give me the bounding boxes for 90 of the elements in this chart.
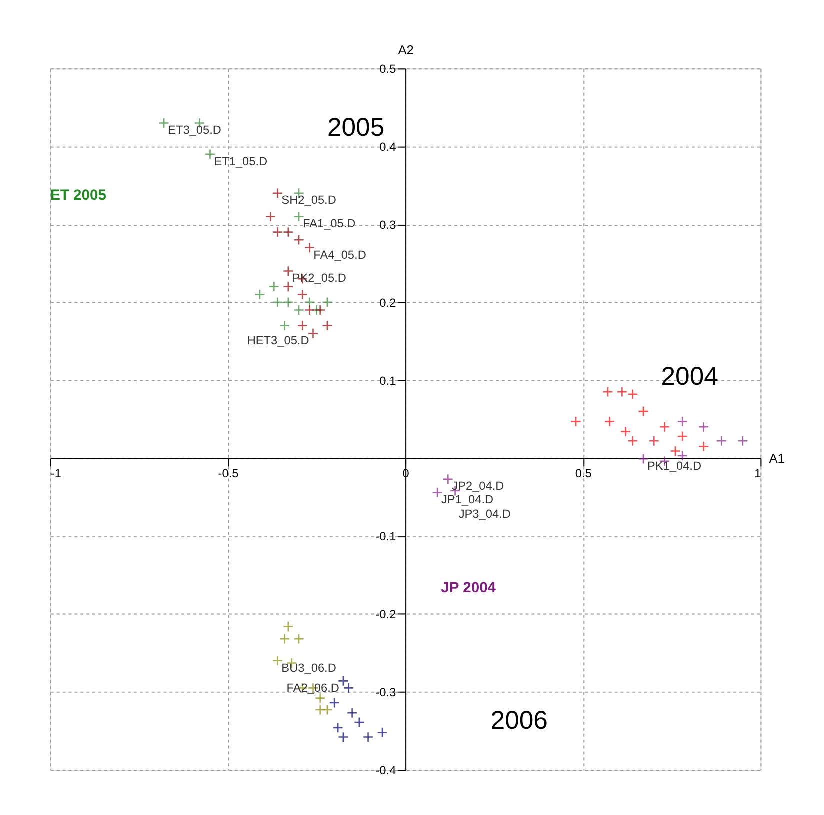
point [377, 727, 388, 738]
point [158, 118, 170, 129]
annotation: 2004 [661, 363, 718, 392]
point [698, 422, 710, 432]
point [272, 226, 284, 238]
point [294, 634, 304, 644]
point [602, 386, 614, 398]
point [283, 621, 294, 632]
point [677, 416, 688, 428]
point [338, 732, 349, 743]
point [294, 234, 304, 246]
point [272, 297, 284, 308]
point [322, 704, 333, 716]
point [297, 320, 308, 332]
y-tick-label: 0.2 [380, 296, 396, 310]
y-tick-label: -0.1 [376, 530, 397, 544]
annotation: ET 2005 [50, 188, 107, 204]
point [204, 149, 216, 160]
point [272, 656, 284, 666]
annotation: ET1_05.D [214, 154, 268, 168]
point [322, 297, 333, 308]
annotation: ET3_05.D [168, 123, 222, 138]
x-tick-label: -1 [50, 466, 62, 481]
annotation: PK1_04.D [647, 458, 702, 473]
point [322, 320, 333, 332]
point [283, 226, 294, 238]
point [442, 474, 454, 485]
point [628, 436, 638, 446]
point [628, 389, 638, 400]
point [283, 282, 294, 292]
point [308, 328, 319, 339]
y-tick-label: 0.5 [380, 62, 397, 76]
point [279, 634, 290, 644]
point [283, 297, 294, 308]
point [677, 450, 688, 462]
point [604, 416, 616, 428]
y-tick-label: 0.4 [380, 140, 397, 154]
point [272, 188, 284, 199]
y-tick-label: -0.2 [376, 608, 396, 622]
point [570, 416, 582, 428]
point [283, 266, 294, 277]
point [738, 436, 748, 446]
annotation: JP1_04.D [441, 492, 494, 506]
point [254, 289, 266, 300]
annotation: JP2_04.D [452, 479, 504, 494]
point [329, 698, 340, 708]
x-tick-label: 1 [754, 466, 762, 481]
annotation: HET3_05.D [247, 334, 310, 348]
x-tick-label: 0.5 [575, 466, 592, 481]
point [716, 436, 727, 446]
point [432, 487, 443, 498]
point [297, 289, 308, 300]
point [698, 441, 710, 452]
point [315, 304, 326, 316]
point [346, 708, 358, 718]
point [670, 446, 681, 457]
point [332, 722, 344, 734]
annotation: 2005 [327, 114, 385, 142]
y-tick-label: -0.3 [376, 686, 397, 700]
point [620, 426, 632, 438]
point [304, 297, 316, 308]
point [304, 242, 316, 254]
annotation: JP3_04.D [458, 506, 511, 521]
point [265, 211, 276, 222]
y-tick-label: 0.1 [380, 374, 397, 388]
point [268, 282, 280, 292]
y-axis-title: A2 [398, 42, 414, 58]
point [638, 406, 649, 417]
point [616, 386, 628, 398]
annotation: 2006 [490, 706, 548, 735]
point [304, 304, 316, 316]
annotation: SH2_05.D [282, 193, 336, 208]
point [677, 431, 688, 442]
x-tick-label: -0.5 [218, 466, 240, 481]
annotation: BU3_06.D [282, 660, 336, 675]
point [354, 717, 365, 728]
annotation: JP 2004 [441, 580, 497, 597]
annotation: FA4_05.D [314, 248, 366, 262]
point [294, 211, 304, 222]
y-tick-label: 0.3 [380, 218, 397, 232]
point [315, 704, 326, 716]
point [294, 304, 304, 316]
point [648, 436, 660, 446]
x-axis-title: A1 [769, 450, 785, 466]
point [362, 732, 374, 743]
point [279, 320, 290, 332]
annotation: FA1_05.D [302, 216, 356, 231]
point [638, 454, 649, 464]
y-tick-label: -0.4 [376, 763, 397, 778]
point [659, 422, 670, 432]
